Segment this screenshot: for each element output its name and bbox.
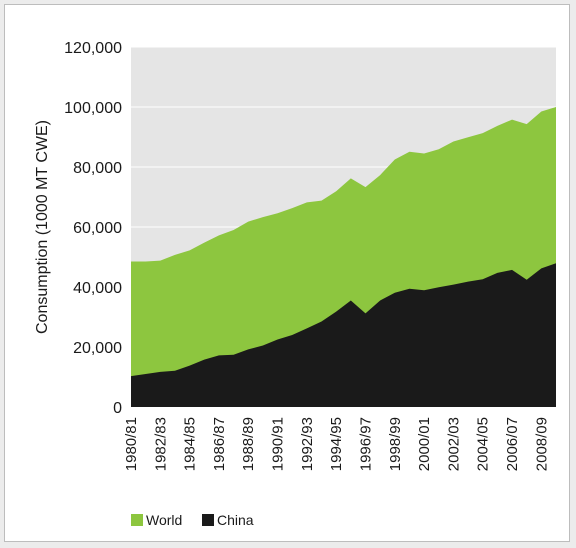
legend-swatch-world [131,514,143,526]
x-tick-label: 1980/81 [123,417,140,471]
legend: World China [131,512,254,528]
x-tick-label: 1992/93 [299,417,316,471]
x-tick-label: 1986/87 [211,417,228,471]
y-tick-label: 80,000 [73,160,122,177]
y-tick-label: 100,000 [64,100,122,117]
y-tick-label: 60,000 [73,220,122,237]
x-tick-label: 1996/97 [357,417,374,471]
x-tick-label: 2000/01 [416,417,433,471]
legend-label-world: World [146,512,182,528]
legend-swatch-china [202,514,214,526]
y-axis-ticks: 0 20,000 40,000 60,000 80,000 100,000 120,000 [64,40,122,417]
y-tick-label: 0 [113,400,122,417]
x-tick-label: 2008/09 [533,417,550,471]
x-axis-ticks: 1980/81 1982/83 1984/85 1986/87 1988/89 1990/… [123,417,550,471]
x-tick-label: 2004/05 [475,417,492,471]
x-tick-label: 1988/89 [240,417,257,471]
x-tick-label: 1990/91 [270,417,287,471]
x-tick-label: 2006/07 [504,417,521,471]
x-tick-label: 2002/03 [445,417,462,471]
x-tick-label: 1982/83 [152,417,169,471]
area-china [131,263,556,407]
x-tick-label: 1998/99 [387,417,404,471]
y-tick-label: 40,000 [73,280,122,297]
y-axis-title: Consumption (1000 MT CWE) [34,120,51,334]
area-series [131,107,556,407]
legend-label-china: China [217,512,254,528]
x-tick-label: 1994/95 [328,417,345,471]
y-tick-label: 20,000 [73,340,122,357]
y-tick-label: 120,000 [64,40,122,57]
x-tick-label: 1984/85 [182,417,199,471]
